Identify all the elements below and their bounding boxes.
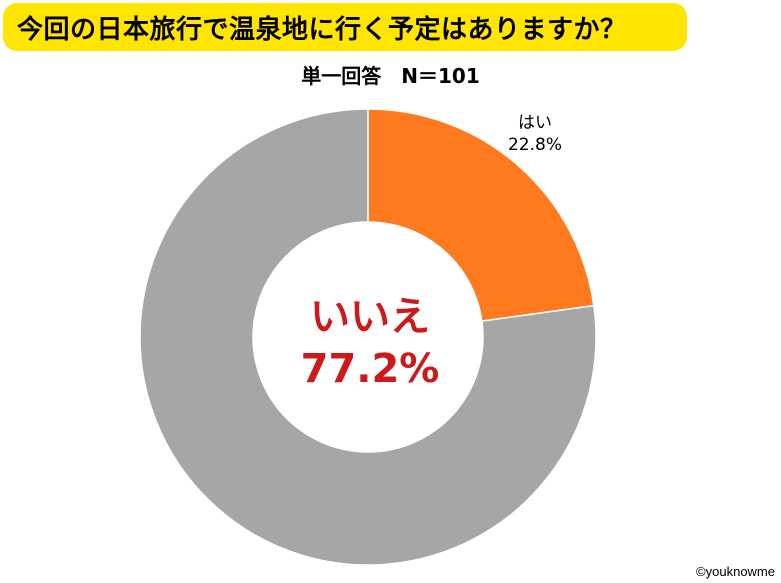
credit-text: ©youknowme	[696, 564, 775, 579]
chart-title: 今回の日本旅行で温泉地に行く予定はありますか？	[17, 14, 627, 45]
slice-label-0: はい	[518, 113, 552, 133]
slice-value-label-0: 22.8%	[508, 135, 562, 155]
title-banner: 今回の日本旅行で温泉地に行く予定はありますか？	[3, 3, 687, 51]
slice-value-label-1: 77.2%	[301, 346, 440, 392]
slice-1	[139, 108, 597, 566]
slice-0	[367, 108, 595, 323]
slice-label-1: いいえ	[310, 294, 430, 340]
chart-subtitle: 単一回答 N＝101	[301, 64, 480, 88]
